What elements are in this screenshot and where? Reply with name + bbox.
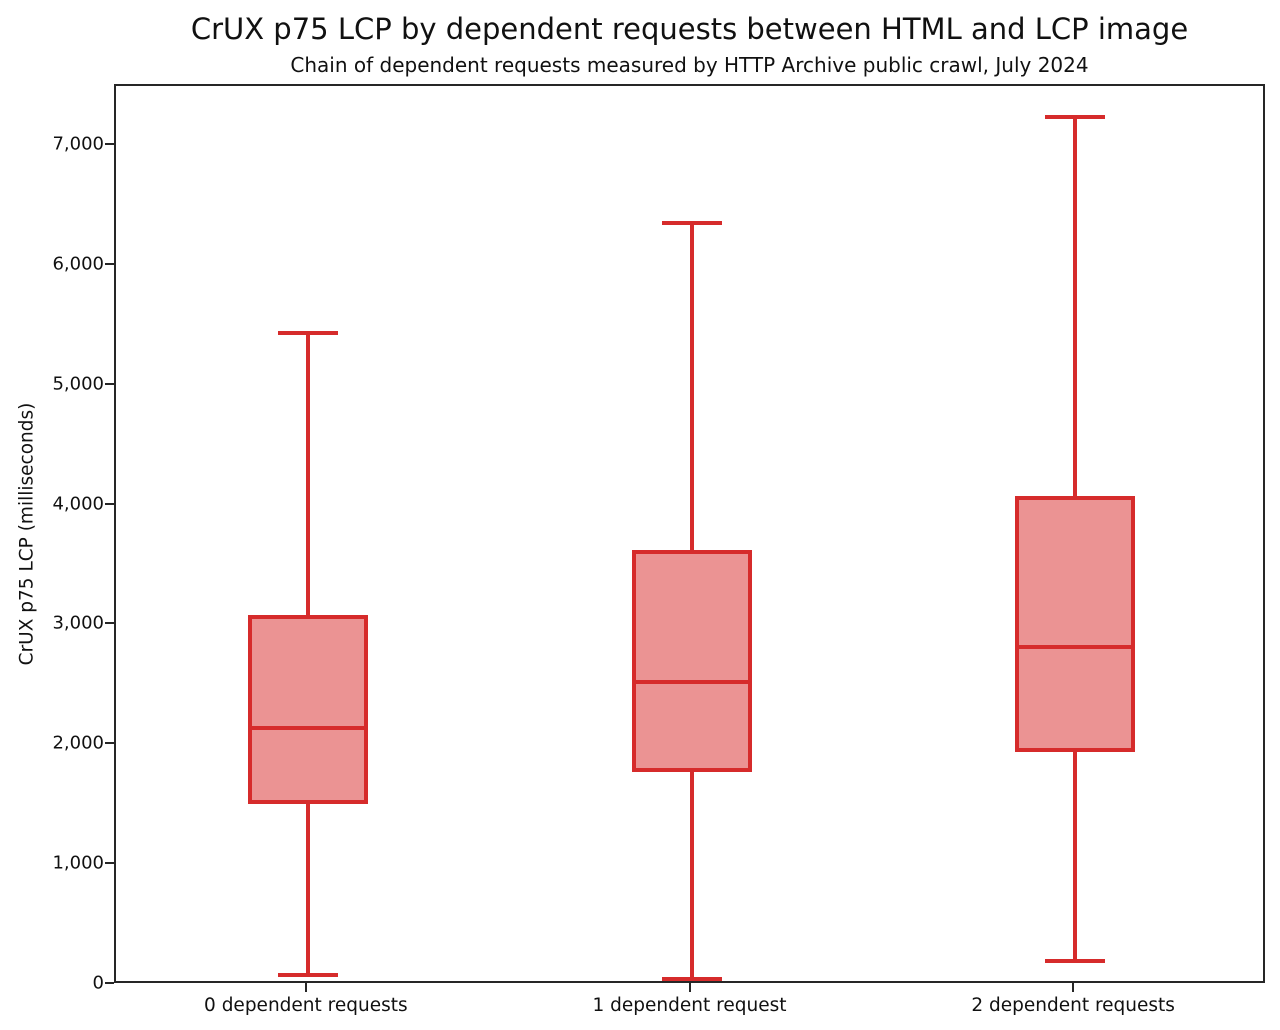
upper-whisker-line	[689, 222, 694, 553]
y-tick-label: 5,000	[52, 373, 104, 395]
x-tick-mark	[1072, 983, 1075, 992]
y-axis-label: CrUX p75 LCP (milliseconds)	[16, 402, 38, 666]
y-tick-label: 7,000	[52, 133, 104, 155]
lower-whisker-line	[689, 770, 694, 979]
lower-whisker-line	[1073, 750, 1078, 961]
y-tick-mark	[105, 382, 114, 385]
upper-whisker-line	[1073, 117, 1078, 499]
x-tick-label: 0 dependent requests	[204, 995, 408, 1016]
median-line	[633, 679, 750, 684]
y-tick-label: 2,000	[52, 732, 104, 754]
x-tick-mark	[304, 983, 307, 992]
lower-whisker-cap	[277, 973, 338, 978]
chart-subtitle: Chain of dependent requests measured by …	[290, 53, 1089, 77]
y-tick-label: 3,000	[52, 612, 104, 634]
y-tick-label: 6,000	[52, 253, 104, 275]
y-tick-mark	[105, 502, 114, 505]
y-tick-mark	[105, 742, 114, 745]
lower-whisker-line	[305, 801, 310, 976]
y-tick-mark	[105, 262, 114, 265]
median-line	[1017, 644, 1134, 649]
y-tick-label: 4,000	[52, 493, 104, 515]
upper-whisker-cap	[277, 330, 338, 335]
upper-whisker-cap	[1045, 115, 1106, 120]
iqr-box	[631, 550, 752, 773]
median-line	[249, 726, 366, 731]
lower-whisker-cap	[1045, 959, 1106, 964]
chart-title: CrUX p75 LCP by dependent requests betwe…	[190, 12, 1189, 46]
iqr-box	[1015, 496, 1136, 753]
y-tick-mark	[105, 622, 114, 625]
y-tick-label: 1,000	[52, 852, 104, 874]
y-tick-mark	[105, 862, 114, 865]
x-tick-mark	[688, 983, 691, 992]
y-tick-label: 0	[92, 972, 104, 994]
lower-whisker-cap	[661, 977, 722, 981]
iqr-box	[247, 615, 368, 804]
x-tick-label: 2 dependent requests	[971, 995, 1175, 1016]
y-tick-mark	[105, 142, 114, 145]
upper-whisker-line	[305, 332, 310, 617]
y-tick-mark	[105, 982, 114, 984]
upper-whisker-cap	[661, 220, 722, 225]
plot-area	[114, 84, 1265, 983]
x-tick-label: 1 dependent request	[592, 995, 787, 1016]
